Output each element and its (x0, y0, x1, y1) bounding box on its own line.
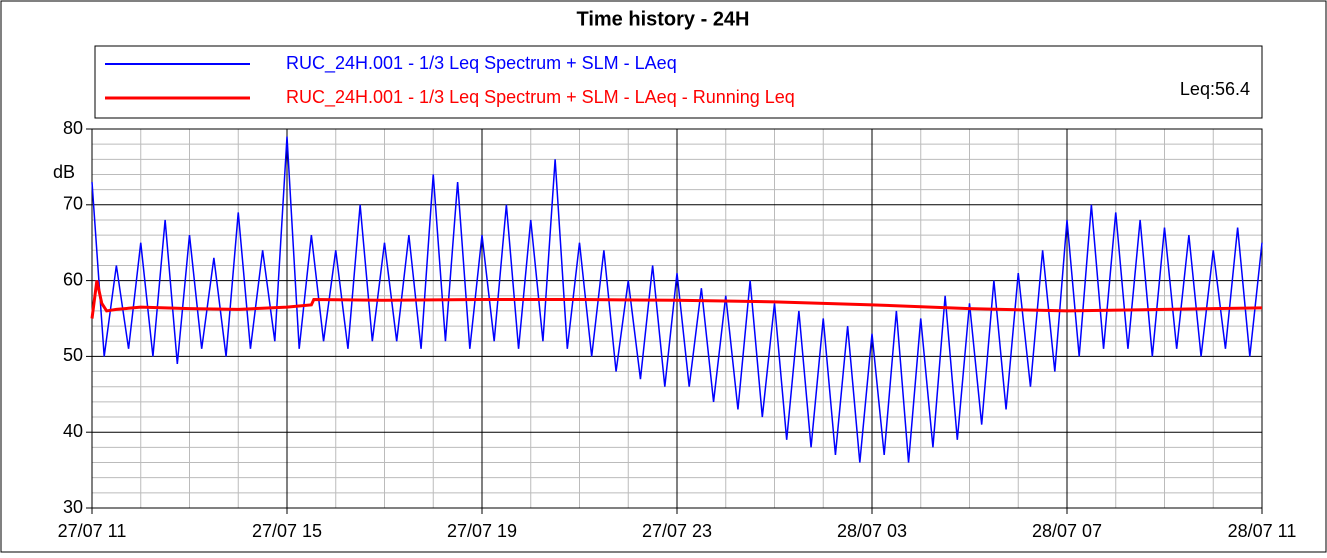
legend-label: RUC_24H.001 - 1/3 Leq Spectrum + SLM - L… (286, 53, 677, 74)
y-tick-label: 50 (63, 345, 83, 365)
y-tick-label: 70 (63, 194, 83, 214)
y-tick-label: 40 (63, 421, 83, 441)
series-line (90, 280, 1263, 319)
x-tick-label: 27/07 11 (58, 521, 127, 541)
y-axis-label: dB (53, 162, 75, 182)
chart-title: Time history - 24H (576, 8, 749, 30)
x-tick-label: 27/07 19 (447, 521, 517, 541)
x-tick-label: 28/07 03 (837, 521, 907, 541)
y-tick-label: 80 (63, 118, 83, 138)
legend-label: RUC_24H.001 - 1/3 Leq Spectrum + SLM - L… (286, 87, 795, 108)
annotation: Leq:56.4 (1180, 79, 1250, 99)
y-tick-label: 60 (63, 269, 83, 289)
x-tick-label: 27/07 23 (642, 521, 712, 541)
series-line (91, 136, 1263, 463)
legend (94, 45, 1263, 119)
x-tick-label: 28/07 07 (1032, 521, 1102, 541)
x-tick-label: 27/07 15 (252, 521, 322, 541)
y-tick-label: 30 (63, 497, 83, 517)
x-tick-label: 28/07 11 (1228, 521, 1297, 541)
